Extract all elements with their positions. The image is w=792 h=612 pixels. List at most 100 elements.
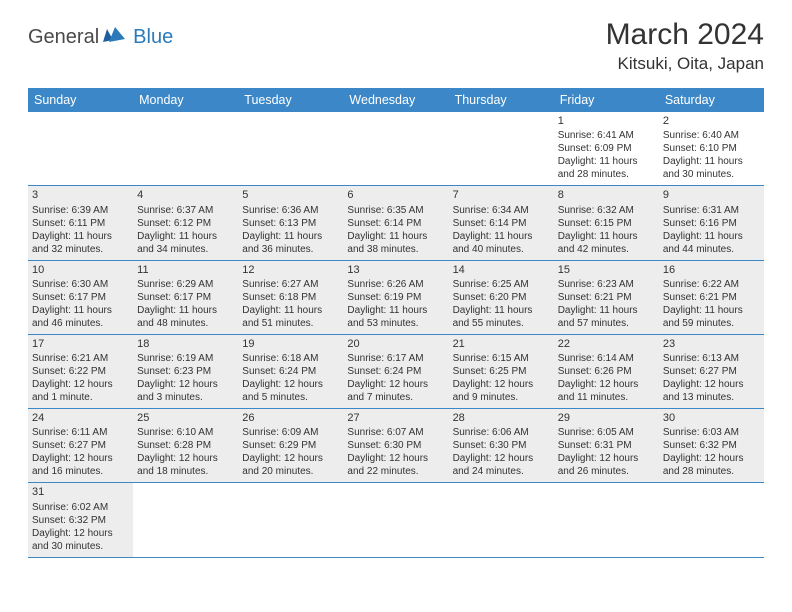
- day-cell: 23Sunrise: 6:13 AMSunset: 6:27 PMDayligh…: [659, 335, 764, 408]
- sunrise-text: Sunrise: 6:15 AM: [453, 352, 550, 365]
- day-number: 31: [32, 485, 129, 499]
- day-cell: 7Sunrise: 6:34 AMSunset: 6:14 PMDaylight…: [449, 186, 554, 259]
- day-cell: 28Sunrise: 6:06 AMSunset: 6:30 PMDayligh…: [449, 409, 554, 482]
- day-cell: 31Sunrise: 6:02 AMSunset: 6:32 PMDayligh…: [28, 483, 133, 556]
- sunset-text: Sunset: 6:27 PM: [32, 439, 129, 452]
- day-number: 9: [663, 188, 760, 202]
- sunset-text: Sunset: 6:17 PM: [137, 291, 234, 304]
- day-number: 19: [242, 337, 339, 351]
- sunset-text: Sunset: 6:18 PM: [242, 291, 339, 304]
- day-number: 10: [32, 263, 129, 277]
- sunset-text: Sunset: 6:13 PM: [242, 217, 339, 230]
- day-number: 17: [32, 337, 129, 351]
- daylight-text: Daylight: 12 hours and 28 minutes.: [663, 452, 760, 478]
- daylight-text: Daylight: 12 hours and 5 minutes.: [242, 378, 339, 404]
- sunset-text: Sunset: 6:22 PM: [32, 365, 129, 378]
- sunset-text: Sunset: 6:15 PM: [558, 217, 655, 230]
- sunset-text: Sunset: 6:10 PM: [663, 142, 760, 155]
- day-number: 18: [137, 337, 234, 351]
- calendar: SundayMondayTuesdayWednesdayThursdayFrid…: [28, 88, 764, 558]
- day-cell: 18Sunrise: 6:19 AMSunset: 6:23 PMDayligh…: [133, 335, 238, 408]
- daylight-text: Daylight: 12 hours and 13 minutes.: [663, 378, 760, 404]
- day-cell: 11Sunrise: 6:29 AMSunset: 6:17 PMDayligh…: [133, 261, 238, 334]
- day-cell: 17Sunrise: 6:21 AMSunset: 6:22 PMDayligh…: [28, 335, 133, 408]
- sunset-text: Sunset: 6:32 PM: [32, 514, 129, 527]
- sunrise-text: Sunrise: 6:32 AM: [558, 204, 655, 217]
- day-number: 29: [558, 411, 655, 425]
- logo-text-blue: Blue: [133, 26, 173, 49]
- daylight-text: Daylight: 12 hours and 16 minutes.: [32, 452, 129, 478]
- sunrise-text: Sunrise: 6:25 AM: [453, 278, 550, 291]
- sunrise-text: Sunrise: 6:29 AM: [137, 278, 234, 291]
- day-cell: 8Sunrise: 6:32 AMSunset: 6:15 PMDaylight…: [554, 186, 659, 259]
- daylight-text: Daylight: 12 hours and 26 minutes.: [558, 452, 655, 478]
- sunset-text: Sunset: 6:09 PM: [558, 142, 655, 155]
- day-cell: 12Sunrise: 6:27 AMSunset: 6:18 PMDayligh…: [238, 261, 343, 334]
- sunrise-text: Sunrise: 6:17 AM: [347, 352, 444, 365]
- title-block: March 2024 Kitsuki, Oita, Japan: [606, 18, 764, 74]
- day-header-cell: Wednesday: [343, 88, 448, 112]
- logo-flag-icon: [103, 26, 129, 49]
- day-cell: 21Sunrise: 6:15 AMSunset: 6:25 PMDayligh…: [449, 335, 554, 408]
- week-row: 31Sunrise: 6:02 AMSunset: 6:32 PMDayligh…: [28, 483, 764, 557]
- day-cell: 2Sunrise: 6:40 AMSunset: 6:10 PMDaylight…: [659, 112, 764, 185]
- sunrise-text: Sunrise: 6:09 AM: [242, 426, 339, 439]
- daylight-text: Daylight: 11 hours and 34 minutes.: [137, 230, 234, 256]
- day-cell: [449, 112, 554, 185]
- sunset-text: Sunset: 6:19 PM: [347, 291, 444, 304]
- day-cell: 3Sunrise: 6:39 AMSunset: 6:11 PMDaylight…: [28, 186, 133, 259]
- sunset-text: Sunset: 6:30 PM: [347, 439, 444, 452]
- sunrise-text: Sunrise: 6:19 AM: [137, 352, 234, 365]
- day-number: 3: [32, 188, 129, 202]
- day-cell: 4Sunrise: 6:37 AMSunset: 6:12 PMDaylight…: [133, 186, 238, 259]
- sunrise-text: Sunrise: 6:26 AM: [347, 278, 444, 291]
- daylight-text: Daylight: 11 hours and 44 minutes.: [663, 230, 760, 256]
- day-cell: [133, 483, 238, 556]
- sunset-text: Sunset: 6:14 PM: [347, 217, 444, 230]
- sunset-text: Sunset: 6:16 PM: [663, 217, 760, 230]
- sunrise-text: Sunrise: 6:10 AM: [137, 426, 234, 439]
- sunrise-text: Sunrise: 6:18 AM: [242, 352, 339, 365]
- day-number: 8: [558, 188, 655, 202]
- day-header-cell: Friday: [554, 88, 659, 112]
- day-number: 13: [347, 263, 444, 277]
- sunset-text: Sunset: 6:12 PM: [137, 217, 234, 230]
- sunrise-text: Sunrise: 6:41 AM: [558, 129, 655, 142]
- day-number: 5: [242, 188, 339, 202]
- sunset-text: Sunset: 6:24 PM: [347, 365, 444, 378]
- day-header-cell: Thursday: [449, 88, 554, 112]
- daylight-text: Daylight: 12 hours and 3 minutes.: [137, 378, 234, 404]
- daylight-text: Daylight: 11 hours and 38 minutes.: [347, 230, 444, 256]
- day-number: 16: [663, 263, 760, 277]
- sunset-text: Sunset: 6:30 PM: [453, 439, 550, 452]
- day-cell: 6Sunrise: 6:35 AMSunset: 6:14 PMDaylight…: [343, 186, 448, 259]
- sunset-text: Sunset: 6:21 PM: [558, 291, 655, 304]
- week-row: 24Sunrise: 6:11 AMSunset: 6:27 PMDayligh…: [28, 409, 764, 483]
- daylight-text: Daylight: 12 hours and 1 minute.: [32, 378, 129, 404]
- sunset-text: Sunset: 6:31 PM: [558, 439, 655, 452]
- daylight-text: Daylight: 12 hours and 11 minutes.: [558, 378, 655, 404]
- day-cell: 15Sunrise: 6:23 AMSunset: 6:21 PMDayligh…: [554, 261, 659, 334]
- day-cell: 29Sunrise: 6:05 AMSunset: 6:31 PMDayligh…: [554, 409, 659, 482]
- logo-text-general: General: [28, 26, 99, 49]
- daylight-text: Daylight: 12 hours and 9 minutes.: [453, 378, 550, 404]
- logo: General Blue: [28, 18, 173, 49]
- week-row: 17Sunrise: 6:21 AMSunset: 6:22 PMDayligh…: [28, 335, 764, 409]
- sunset-text: Sunset: 6:25 PM: [453, 365, 550, 378]
- day-cell: 5Sunrise: 6:36 AMSunset: 6:13 PMDaylight…: [238, 186, 343, 259]
- daylight-text: Daylight: 11 hours and 32 minutes.: [32, 230, 129, 256]
- sunrise-text: Sunrise: 6:02 AM: [32, 501, 129, 514]
- sunset-text: Sunset: 6:11 PM: [32, 217, 129, 230]
- daylight-text: Daylight: 11 hours and 40 minutes.: [453, 230, 550, 256]
- daylight-text: Daylight: 11 hours and 36 minutes.: [242, 230, 339, 256]
- sunrise-text: Sunrise: 6:07 AM: [347, 426, 444, 439]
- day-cell: 10Sunrise: 6:30 AMSunset: 6:17 PMDayligh…: [28, 261, 133, 334]
- day-header-cell: Monday: [133, 88, 238, 112]
- sunset-text: Sunset: 6:27 PM: [663, 365, 760, 378]
- sunrise-text: Sunrise: 6:21 AM: [32, 352, 129, 365]
- sunset-text: Sunset: 6:17 PM: [32, 291, 129, 304]
- day-number: 30: [663, 411, 760, 425]
- day-cell: 1Sunrise: 6:41 AMSunset: 6:09 PMDaylight…: [554, 112, 659, 185]
- sunrise-text: Sunrise: 6:37 AM: [137, 204, 234, 217]
- daylight-text: Daylight: 11 hours and 53 minutes.: [347, 304, 444, 330]
